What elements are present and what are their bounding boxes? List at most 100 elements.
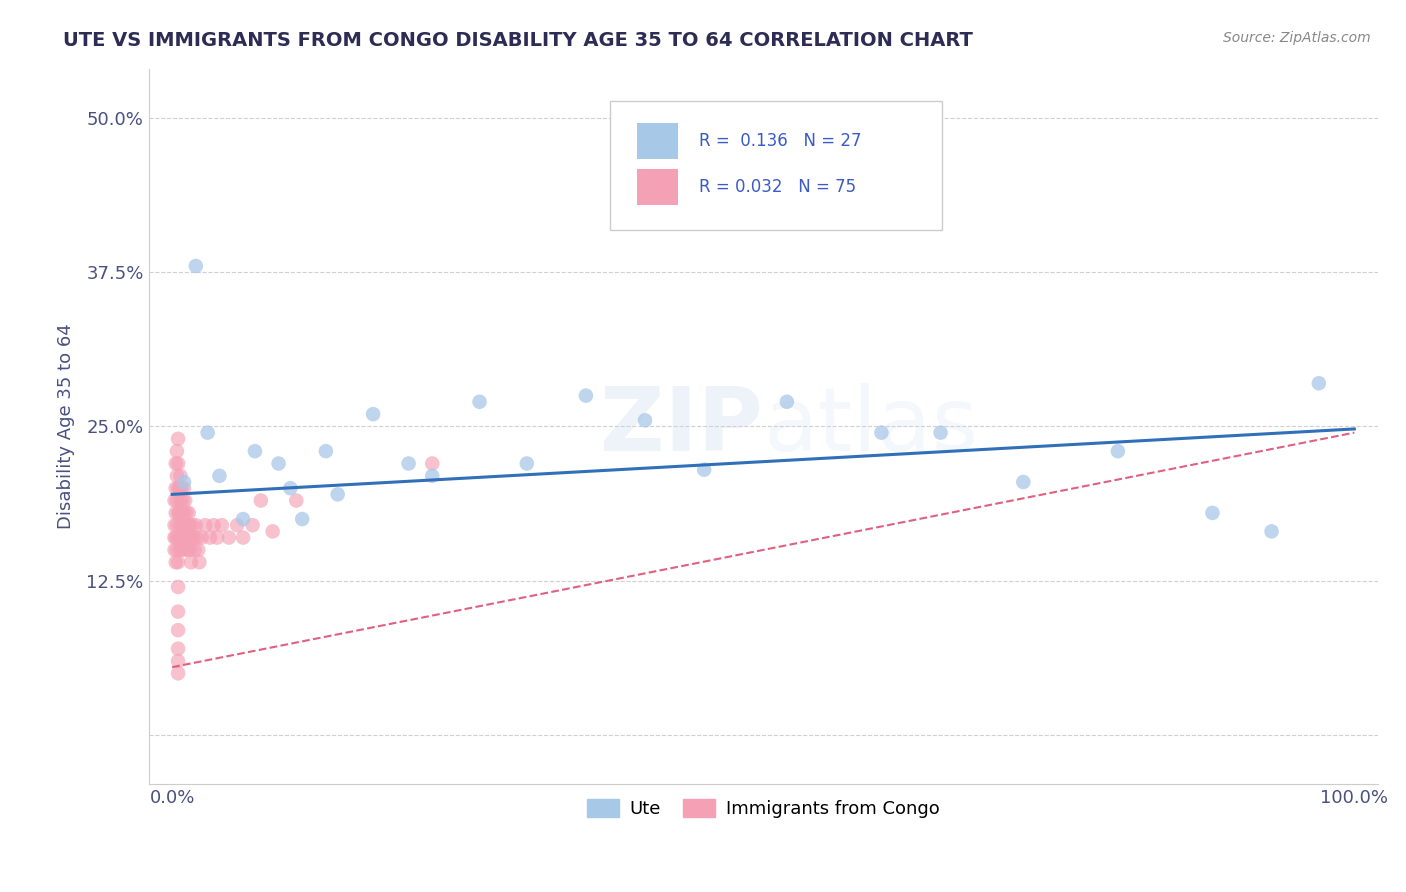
FancyBboxPatch shape: [637, 123, 679, 159]
Text: R =  0.136   N = 27: R = 0.136 N = 27: [699, 132, 862, 150]
Point: [165, 531, 187, 545]
FancyBboxPatch shape: [610, 101, 942, 229]
Point: [169, 468, 191, 483]
Point: [634, 413, 657, 427]
Point: [174, 518, 197, 533]
Point: [167, 605, 190, 619]
Point: [170, 506, 193, 520]
Point: [180, 555, 202, 569]
Point: [186, 531, 208, 545]
Point: [172, 493, 194, 508]
Point: [167, 666, 190, 681]
Point: [183, 531, 205, 545]
Point: [177, 506, 200, 520]
Point: [165, 481, 187, 495]
Point: [167, 641, 190, 656]
Point: [167, 481, 190, 495]
Point: [167, 623, 190, 637]
Point: [166, 518, 188, 533]
Point: [232, 531, 254, 545]
Point: [188, 555, 211, 569]
Point: [173, 481, 195, 495]
Point: [776, 394, 799, 409]
Point: [173, 475, 195, 489]
Point: [181, 518, 204, 533]
Point: [187, 542, 209, 557]
FancyBboxPatch shape: [637, 169, 679, 205]
Point: [198, 531, 221, 545]
Point: [163, 493, 186, 508]
Point: [218, 531, 240, 545]
Point: [166, 468, 188, 483]
Point: [184, 259, 207, 273]
Point: [167, 506, 190, 520]
Point: [176, 542, 198, 557]
Point: [180, 531, 202, 545]
Point: [575, 389, 598, 403]
Point: [693, 463, 716, 477]
Point: [267, 457, 290, 471]
Point: [280, 481, 302, 495]
Point: [165, 506, 187, 520]
Point: [226, 518, 249, 533]
Point: [1308, 376, 1330, 391]
Point: [172, 542, 194, 557]
Point: [170, 531, 193, 545]
Point: [1201, 506, 1223, 520]
Point: [174, 493, 197, 508]
Text: ZIP: ZIP: [600, 383, 763, 470]
Point: [163, 518, 186, 533]
Point: [163, 542, 186, 557]
Point: [179, 542, 201, 557]
Point: [468, 394, 491, 409]
Point: [172, 518, 194, 533]
Point: [361, 407, 384, 421]
Point: [167, 531, 190, 545]
Point: [184, 518, 207, 533]
Point: [232, 512, 254, 526]
Point: [1012, 475, 1035, 489]
Point: [243, 444, 266, 458]
Point: [165, 457, 187, 471]
Point: [169, 518, 191, 533]
Text: R = 0.032   N = 75: R = 0.032 N = 75: [699, 178, 856, 196]
Point: [326, 487, 349, 501]
Point: [242, 518, 264, 533]
Text: UTE VS IMMIGRANTS FROM CONGO DISABILITY AGE 35 TO 64 CORRELATION CHART: UTE VS IMMIGRANTS FROM CONGO DISABILITY …: [63, 31, 973, 50]
Point: [179, 518, 201, 533]
Point: [169, 493, 191, 508]
Point: [202, 518, 225, 533]
Text: atlas: atlas: [763, 383, 979, 470]
Point: [190, 531, 212, 545]
Point: [167, 580, 190, 594]
Point: [197, 425, 219, 440]
Point: [420, 468, 443, 483]
Point: [398, 457, 420, 471]
Point: [211, 518, 233, 533]
Text: Source: ZipAtlas.com: Source: ZipAtlas.com: [1223, 31, 1371, 45]
Point: [167, 531, 190, 545]
Point: [166, 444, 188, 458]
Point: [176, 518, 198, 533]
Point: [1107, 444, 1129, 458]
Point: [173, 506, 195, 520]
Point: [170, 481, 193, 495]
Point: [250, 493, 273, 508]
Point: [176, 506, 198, 520]
Point: [516, 457, 538, 471]
Point: [183, 542, 205, 557]
Point: [166, 493, 188, 508]
Point: [173, 531, 195, 545]
Point: [163, 531, 186, 545]
Point: [291, 512, 314, 526]
Point: [169, 542, 191, 557]
Point: [167, 506, 190, 520]
Point: [167, 654, 190, 668]
Point: [165, 555, 187, 569]
Point: [315, 444, 337, 458]
Point: [167, 457, 190, 471]
Y-axis label: Disability Age 35 to 64: Disability Age 35 to 64: [58, 324, 75, 529]
Point: [166, 542, 188, 557]
Point: [167, 481, 190, 495]
Point: [285, 493, 308, 508]
